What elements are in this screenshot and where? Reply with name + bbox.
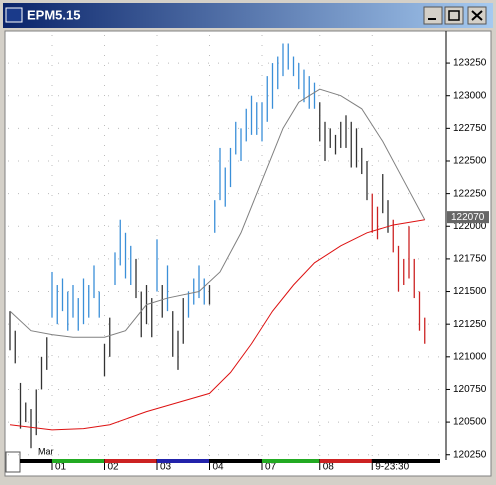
y-tick-label: 121000 [453,351,487,362]
y-tick-label: 120750 [453,384,487,395]
x-tick-label: 03 [160,462,172,473]
y-tick-label: 122500 [453,156,487,167]
window-buttons[interactable] [423,6,487,25]
x-tick-label: 04 [213,462,225,473]
title-bar [3,3,493,28]
time-strip [372,459,440,463]
moving-average [9,219,425,431]
close-icon [471,10,483,21]
y-tick-label: 121750 [453,254,487,265]
last-price-label: 122070 [451,212,485,223]
time-strip [319,459,373,463]
x-tick-label: 08 [323,462,335,473]
chart-area [4,30,492,477]
app-icon [5,7,23,23]
x-tick-label: 01 [55,462,67,473]
x-tick-label: 9-23:30 [375,462,409,473]
y-tick-label: 123000 [453,90,487,101]
maximize-icon [448,10,460,21]
y-tick-label: 121500 [453,286,487,297]
time-strip [20,459,52,463]
x-tick-label: 02 [108,462,120,473]
y-tick-label: 120500 [453,417,487,428]
y-tick-label: 122000 [453,221,487,232]
month-label: Mar [38,446,54,456]
y-tick-label: 120250 [453,449,487,460]
maximize-button[interactable] [444,6,464,25]
time-strip [104,459,157,463]
last-price-box [447,211,489,224]
y-tick-label: 122250 [453,188,487,199]
window-title: EPM5.15 [27,7,80,22]
time-strip [209,459,262,463]
y-tick-label: 122750 [453,123,487,134]
time-strip [157,459,210,463]
moving-average [9,88,426,338]
time-strip [52,459,105,463]
minimize-button[interactable] [423,6,443,25]
time-strip [262,459,320,463]
y-tick-label: 121250 [453,319,487,330]
x-tick-label: 07 [265,462,277,473]
y-tick-label: 123250 [453,58,487,69]
